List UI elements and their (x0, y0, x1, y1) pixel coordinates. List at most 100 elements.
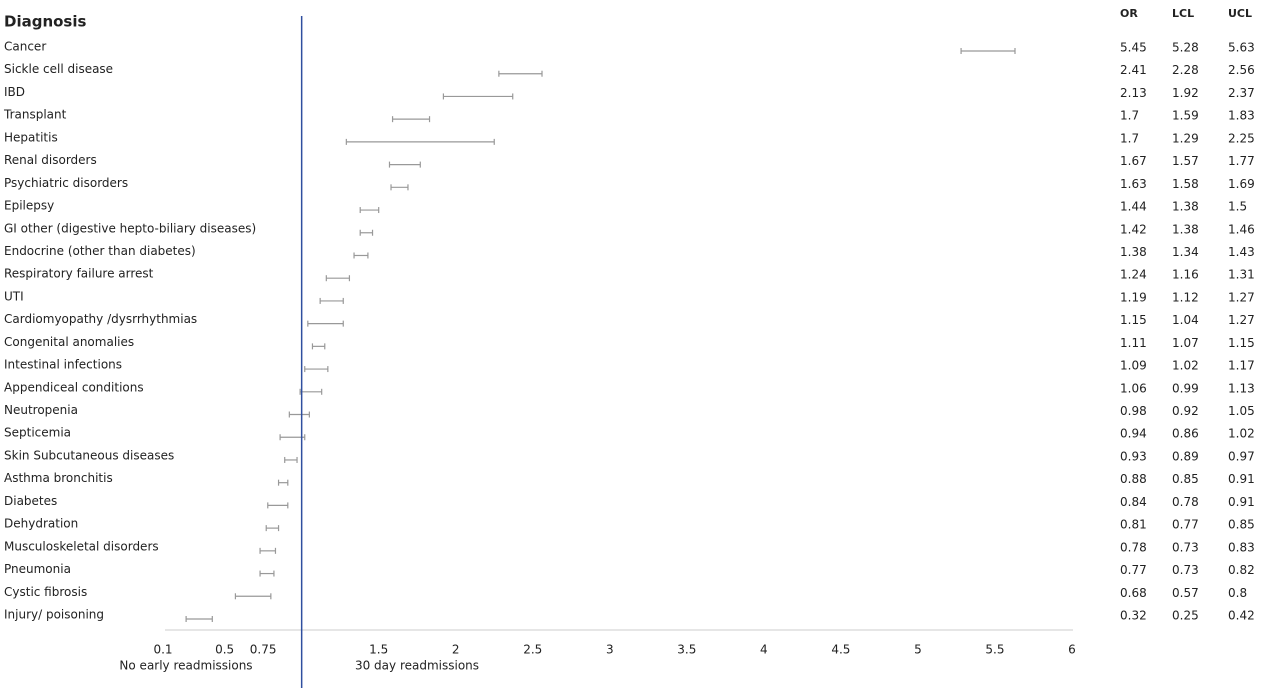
x-tick-label: 4 (760, 643, 768, 657)
table-cell: 1.13 (1228, 381, 1255, 395)
table-cell: 1.05 (1228, 404, 1255, 418)
row-label: Hepatitis (4, 130, 58, 144)
row-label: Respiratory failure arrest (4, 267, 154, 281)
table-cell: 1.83 (1228, 109, 1255, 123)
x-tick-label: 0.5 (215, 643, 234, 657)
table-cell: 0.98 (1120, 404, 1147, 418)
row-label: Intestinal infections (4, 358, 122, 372)
table-cell: 2.13 (1120, 86, 1147, 100)
x-tick-label: 5.5 (985, 643, 1004, 657)
table-cell: 1.27 (1228, 313, 1255, 327)
table-cell: 1.04 (1172, 313, 1199, 327)
row-label: Pneumonia (4, 562, 71, 576)
table-cell: 1.17 (1228, 359, 1255, 373)
table-cell: 0.8 (1228, 586, 1247, 600)
row-label: Psychiatric disorders (4, 176, 128, 190)
x-tick-label: 3 (606, 643, 614, 657)
table-cell: 1.67 (1120, 154, 1147, 168)
table-cell: 1.44 (1120, 200, 1147, 214)
chart-title: Diagnosis (4, 13, 87, 31)
table-cell: 0.57 (1172, 586, 1199, 600)
table-cell: 1.58 (1172, 177, 1199, 191)
row-label: UTI (4, 289, 24, 303)
table-cell: 0.93 (1120, 449, 1147, 463)
table-cell: 1.24 (1120, 268, 1147, 282)
table-cell: 0.77 (1172, 518, 1199, 532)
table-cell: 1.07 (1172, 336, 1199, 350)
x-tick-label: 4.5 (831, 643, 850, 657)
row-label: Appendiceal conditions (4, 380, 144, 394)
table-cell: 0.82 (1228, 563, 1255, 577)
table-cell: 1.02 (1172, 359, 1199, 373)
table-cell: 1.16 (1172, 268, 1199, 282)
table-cell: 1.38 (1172, 222, 1199, 236)
column-header: LCL (1172, 7, 1194, 20)
column-header: OR (1120, 7, 1138, 20)
row-label: Musculoskeletal disorders (4, 539, 159, 553)
table-cell: 0.91 (1228, 472, 1255, 486)
table-cell: 1.12 (1172, 290, 1199, 304)
table-cell: 0.78 (1120, 540, 1147, 554)
table-cell: 0.78 (1172, 495, 1199, 509)
table-cell: 1.42 (1120, 222, 1147, 236)
table-cell: 0.68 (1120, 586, 1147, 600)
row-label: Cystic fibrosis (4, 585, 87, 599)
x-tick-label: 0.75 (250, 643, 277, 657)
table-cell: 1.19 (1120, 290, 1147, 304)
row-label: GI other (digestive hepto-biliary diseas… (4, 221, 256, 235)
table-cell: 1.06 (1120, 381, 1147, 395)
x-tick-label: 2 (452, 643, 460, 657)
table-cell: 0.42 (1228, 609, 1255, 623)
row-label: Dehydration (4, 517, 78, 531)
table-cell: 1.7 (1120, 109, 1139, 123)
table-cell: 1.31 (1228, 268, 1255, 282)
table-cell: 2.28 (1172, 63, 1199, 77)
row-label: Sickle cell disease (4, 62, 113, 76)
table-cell: 1.43 (1228, 245, 1255, 259)
table-cell: 0.83 (1228, 540, 1255, 554)
right-label: 30 day readmissions (355, 659, 479, 673)
row-label: Endocrine (other than diabetes) (4, 244, 196, 258)
row-label: Injury/ poisoning (4, 608, 104, 622)
table-cell: 1.77 (1228, 154, 1255, 168)
table-cell: 0.32 (1120, 609, 1147, 623)
table-cell: 0.85 (1228, 518, 1255, 532)
table-cell: 5.45 (1120, 41, 1147, 55)
table-cell: 1.92 (1172, 86, 1199, 100)
table-cell: 1.02 (1228, 427, 1255, 441)
table-cell: 2.37 (1228, 86, 1255, 100)
table-cell: 0.73 (1172, 563, 1199, 577)
table-cell: 2.56 (1228, 63, 1255, 77)
row-label: Cancer (4, 40, 46, 54)
table-cell: 1.34 (1172, 245, 1199, 259)
column-header: UCL (1228, 7, 1252, 20)
table-cell: 0.25 (1172, 609, 1199, 623)
table-cell: 5.28 (1172, 41, 1199, 55)
table-cell: 1.57 (1172, 154, 1199, 168)
row-label: Asthma bronchitis (4, 471, 113, 485)
row-label: Neutropenia (4, 403, 78, 417)
x-tick-label: 3.5 (677, 643, 696, 657)
table-cell: 0.77 (1120, 563, 1147, 577)
row-label: Diabetes (4, 494, 57, 508)
table-cell: 1.59 (1172, 109, 1199, 123)
table-cell: 1.38 (1172, 200, 1199, 214)
table-cell: 0.94 (1120, 427, 1147, 441)
table-cell: 1.69 (1228, 177, 1255, 191)
x-tick-label: 1.5 (369, 643, 388, 657)
row-label: Septicemia (4, 426, 71, 440)
table-cell: 0.85 (1172, 472, 1199, 486)
table-cell: 5.63 (1228, 41, 1255, 55)
left-label: No early readmissions (119, 659, 252, 673)
row-label: IBD (4, 85, 25, 99)
table-cell: 1.38 (1120, 245, 1147, 259)
table-cell: 0.73 (1172, 540, 1199, 554)
x-tick-label: 6 (1068, 643, 1076, 657)
table-cell: 2.41 (1120, 63, 1147, 77)
table-cell: 1.15 (1120, 313, 1147, 327)
table-cell: 1.29 (1172, 131, 1199, 145)
x-tick-label: 5 (914, 643, 922, 657)
table-cell: 0.84 (1120, 495, 1147, 509)
table-cell: 1.63 (1120, 177, 1147, 191)
